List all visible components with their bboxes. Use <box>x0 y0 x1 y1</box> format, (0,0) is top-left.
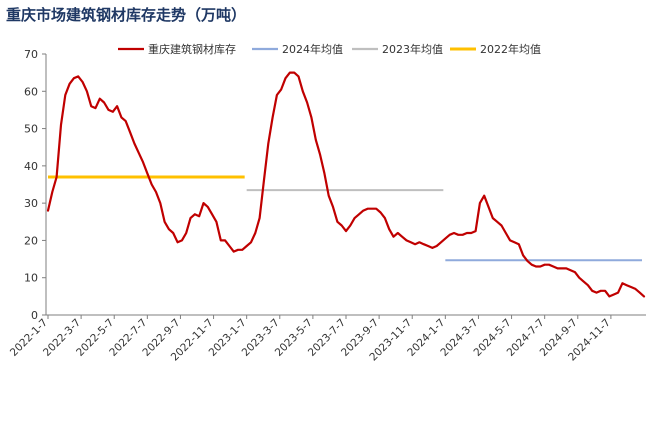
legend-label: 2024年均值 <box>282 42 343 56</box>
y-tick-label: 40 <box>24 160 38 173</box>
y-tick-label: 60 <box>24 85 38 98</box>
series-line <box>46 71 646 298</box>
y-tick-label: 50 <box>24 123 38 136</box>
y-tick-label: 10 <box>24 272 38 285</box>
y-tick-label: 70 <box>24 48 38 61</box>
axes: 0102030405060702022-1-72022-3-72022-5-72… <box>8 48 646 364</box>
y-tick-label: 30 <box>24 197 38 210</box>
legend-label: 2022年均值 <box>480 42 541 56</box>
inventory-series <box>46 71 646 298</box>
legend-label: 2023年均值 <box>382 42 443 56</box>
y-tick-label: 0 <box>31 309 38 322</box>
chart-title: 重庆市场建筑钢材库存走势（万吨） <box>6 6 247 24</box>
average-lines <box>48 175 642 262</box>
legend: 重庆建筑钢材库存 2024年均值 2023年均值 2022年均值 <box>118 42 541 56</box>
y-tick-label: 20 <box>24 234 38 247</box>
legend-label: 重庆建筑钢材库存 <box>148 42 236 56</box>
